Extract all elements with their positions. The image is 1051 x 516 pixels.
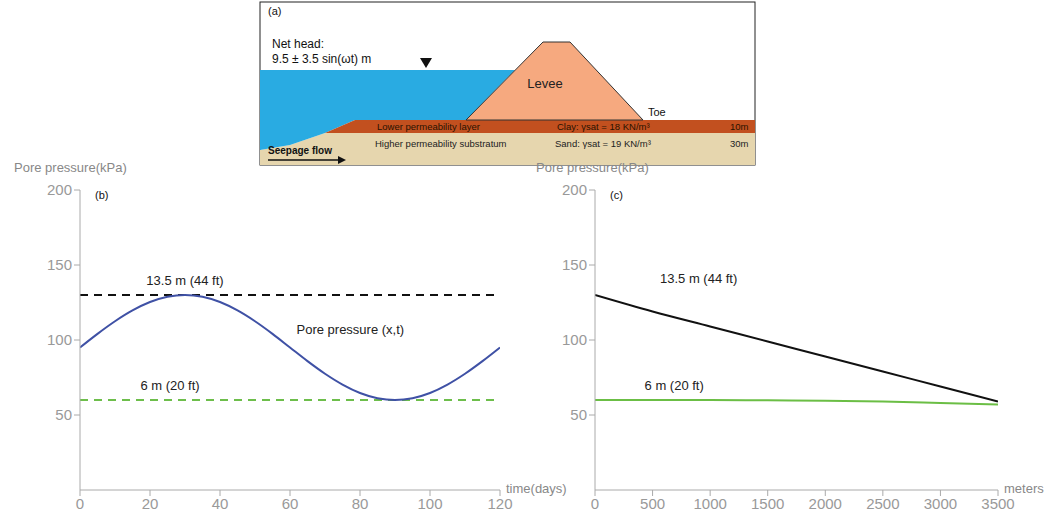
svg-text:13.5 m (44 ft): 13.5 m (44 ft)	[660, 271, 737, 286]
svg-text:Pore pressure (x,t): Pore pressure (x,t)	[297, 322, 405, 337]
svg-text:0: 0	[76, 495, 84, 512]
svg-text:80: 80	[352, 495, 369, 512]
svg-text:2000: 2000	[809, 495, 842, 512]
svg-text:1500: 1500	[751, 495, 784, 512]
svg-text:100: 100	[417, 495, 442, 512]
svg-text:120: 120	[487, 495, 512, 512]
svg-text:10m: 10m	[730, 121, 749, 132]
svg-text:13.5 m (44 ft): 13.5 m (44 ft)	[146, 273, 223, 288]
svg-text:Seepage flow: Seepage flow	[268, 145, 332, 156]
svg-text:100: 100	[47, 331, 72, 348]
svg-text:50: 50	[570, 406, 587, 423]
svg-text:40: 40	[212, 495, 229, 512]
svg-text:1000: 1000	[693, 495, 726, 512]
svg-text:0: 0	[591, 495, 599, 512]
svg-text:3000: 3000	[924, 495, 957, 512]
html-text:(b): (b)	[95, 189, 109, 201]
svg-text:(a): (a)	[268, 5, 281, 17]
svg-text:200: 200	[562, 181, 587, 198]
svg-text:6 m (20 ft): 6 m (20 ft)	[645, 378, 704, 393]
svg-text:50: 50	[55, 406, 72, 423]
svg-text:200: 200	[47, 181, 72, 198]
svg-text:9.5 ± 3.5 sin(ωt) m: 9.5 ± 3.5 sin(ωt) m	[272, 52, 371, 66]
svg-text:Levee: Levee	[527, 76, 562, 91]
svg-text:3500: 3500	[981, 495, 1014, 512]
svg-text:Toe: Toe	[648, 106, 666, 118]
svg-text:2500: 2500	[866, 495, 899, 512]
svg-text:30m: 30m	[730, 138, 749, 149]
svg-text:150: 150	[562, 256, 587, 273]
svg-text:500: 500	[640, 495, 665, 512]
html-text:Pore pressure(kPa): Pore pressure(kPa)	[536, 160, 649, 175]
svg-text:Higher permeability substratum: Higher permeability substratum	[375, 138, 507, 149]
svg-text:60: 60	[282, 495, 299, 512]
svg-text:Net head:: Net head:	[272, 37, 324, 51]
html-text:(c): (c)	[610, 189, 623, 201]
svg-text:6 m (20 ft): 6 m (20 ft)	[140, 378, 199, 393]
html-text:time(days): time(days)	[506, 481, 567, 496]
html-text:Pore pressure(kPa): Pore pressure(kPa)	[14, 160, 127, 175]
svg-text:Clay: γsat = 18 KN/m³: Clay: γsat = 18 KN/m³	[557, 121, 650, 132]
svg-text:100: 100	[562, 331, 587, 348]
svg-text:Sand: γsat = 19 KN/m³: Sand: γsat = 19 KN/m³	[555, 138, 651, 149]
html-text:meters: meters	[1004, 481, 1044, 496]
svg-text:150: 150	[47, 256, 72, 273]
svg-text:Lower permeability layer: Lower permeability layer	[377, 121, 480, 132]
svg-text:20: 20	[142, 495, 159, 512]
